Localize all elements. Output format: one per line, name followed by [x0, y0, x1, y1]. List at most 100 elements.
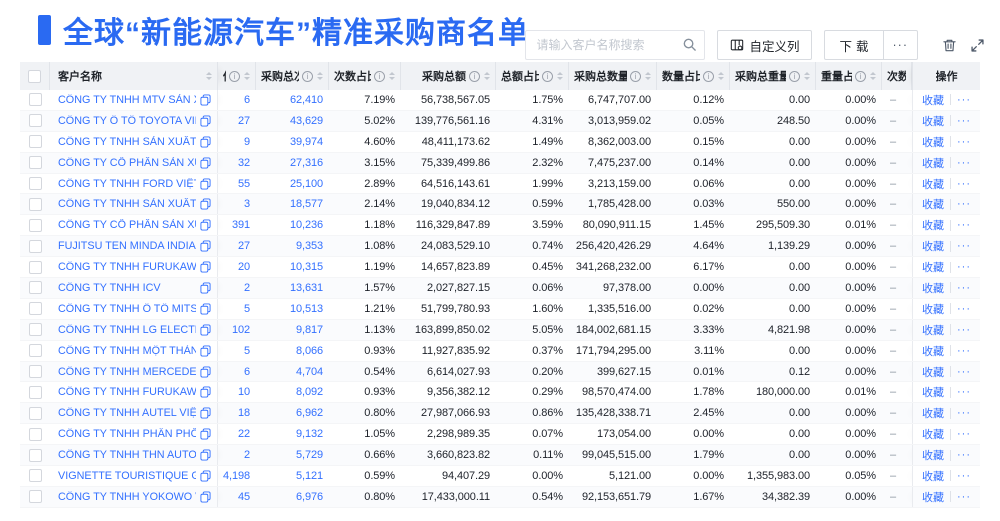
row-more-button[interactable]: ··· [957, 490, 971, 503]
purchase-times-link[interactable]: 13,631 [289, 281, 323, 294]
purchase-times-link[interactable]: 18,577 [289, 198, 323, 211]
copy-icon[interactable] [200, 386, 211, 398]
row-more-button[interactable]: ··· [957, 261, 971, 274]
copy-icon[interactable] [200, 324, 211, 336]
purchase-times-link[interactable]: 4,704 [295, 365, 323, 378]
copy-icon[interactable] [200, 115, 211, 127]
info-icon[interactable] [229, 70, 240, 82]
purchase-times-link[interactable]: 10,315 [289, 261, 323, 274]
sort-icon[interactable] [645, 72, 651, 80]
favorite-button[interactable]: 收藏 [922, 178, 944, 191]
company-name-link[interactable]: CÔNG TY TNHH FORD VIỆT NAM [58, 177, 196, 190]
supplier-count-link[interactable]: 27 [237, 114, 250, 127]
supplier-count-link[interactable]: 2 [243, 449, 250, 462]
company-name-link[interactable]: CÔNG TY TNHH LG ELECTRON... [58, 323, 196, 336]
row-checkbox[interactable] [28, 135, 42, 149]
purchase-times-link[interactable]: 39,974 [289, 135, 323, 148]
row-checkbox[interactable] [28, 406, 42, 420]
row-more-button[interactable]: ··· [957, 428, 971, 441]
col-header-customer-name[interactable]: 客户名称 [50, 62, 218, 90]
col-header-total-quantity[interactable]: 采购总数量 [569, 62, 657, 90]
info-icon[interactable] [855, 70, 866, 82]
favorite-button[interactable]: 收藏 [922, 345, 944, 358]
row-more-button[interactable]: ··· [957, 323, 971, 336]
supplier-count-link[interactable]: 32 [237, 156, 250, 169]
row-more-button[interactable]: ··· [957, 386, 971, 399]
sort-icon[interactable] [244, 72, 250, 80]
supplier-count-link[interactable]: 4,198 [222, 469, 250, 482]
row-checkbox[interactable] [28, 93, 42, 107]
company-name-link[interactable]: CÔNG TY CỔ PHẦN SẢN XUẤT... [58, 156, 196, 169]
favorite-button[interactable]: 收藏 [922, 262, 944, 275]
company-name-link[interactable]: CÔNG TY TNHH MTV SẢN XUẤ... [58, 93, 196, 106]
more-actions-button[interactable]: ··· [882, 30, 918, 60]
info-icon[interactable] [789, 70, 800, 82]
info-icon[interactable] [469, 70, 480, 82]
supplier-count-link[interactable]: 391 [231, 219, 250, 232]
sort-icon[interactable] [718, 72, 724, 80]
row-more-button[interactable]: ··· [957, 469, 971, 482]
col-header-supplier[interactable]: 供应商 [218, 62, 256, 90]
fullscreen-icon[interactable] [966, 34, 988, 56]
col-header-weight-ratio[interactable]: 重量占比 [816, 62, 882, 90]
supplier-count-link[interactable]: 9 [243, 135, 250, 148]
copy-icon[interactable] [200, 407, 211, 419]
favorite-button[interactable]: 收藏 [922, 470, 944, 483]
purchase-times-link[interactable]: 9,132 [295, 428, 323, 441]
row-more-button[interactable]: ··· [957, 344, 971, 357]
company-name-link[interactable]: CÔNG TY Ô TÔ TOYOTA VIỆT ... [58, 114, 196, 127]
copy-icon[interactable] [200, 345, 211, 357]
copy-icon[interactable] [200, 261, 211, 273]
row-more-button[interactable]: ··· [957, 93, 971, 106]
select-all-checkbox[interactable] [28, 69, 41, 83]
row-more-button[interactable]: ··· [957, 449, 971, 462]
purchase-times-link[interactable]: 5,729 [295, 449, 323, 462]
copy-icon[interactable] [200, 366, 211, 378]
company-name-link[interactable]: CÔNG TY TNHH PHÂN PHỐI T... [58, 428, 196, 441]
favorite-button[interactable]: 收藏 [922, 387, 944, 400]
info-icon[interactable] [630, 70, 641, 82]
purchase-times-link[interactable]: 6,962 [295, 407, 323, 420]
purchase-times-link[interactable]: 8,092 [295, 386, 323, 399]
favorite-button[interactable]: 收藏 [922, 450, 944, 463]
col-header-times-ratio[interactable]: 次数占比 [329, 62, 401, 90]
supplier-count-link[interactable]: 18 [237, 407, 250, 420]
company-name-link[interactable]: CÔNG TY TNHH Ô TÔ MITSUBI... [58, 302, 196, 315]
row-checkbox[interactable] [28, 385, 42, 399]
favorite-button[interactable]: 收藏 [922, 115, 944, 128]
row-checkbox[interactable] [28, 365, 42, 379]
company-name-link[interactable]: CÔNG TY TNHH MỘT THÀNH V... [58, 344, 196, 357]
copy-icon[interactable] [200, 94, 211, 106]
info-icon[interactable] [374, 70, 385, 82]
purchase-times-link[interactable]: 9,817 [295, 323, 323, 336]
row-checkbox[interactable] [28, 427, 42, 441]
purchase-times-link[interactable]: 25,100 [289, 177, 323, 190]
copy-icon[interactable] [200, 470, 211, 482]
row-checkbox[interactable] [28, 448, 42, 462]
download-button[interactable]: 下载 [824, 30, 884, 60]
favorite-button[interactable]: 收藏 [922, 366, 944, 379]
col-header-total-weight[interactable]: 采购总重量 [730, 62, 816, 90]
search-icon[interactable] [682, 37, 697, 57]
col-header-quantity-ratio[interactable]: 数量占比 [657, 62, 730, 90]
row-more-button[interactable]: ··· [957, 407, 971, 420]
row-checkbox[interactable] [28, 156, 42, 170]
row-checkbox[interactable] [28, 490, 42, 504]
row-checkbox[interactable] [28, 218, 42, 232]
supplier-count-link[interactable]: 102 [231, 323, 250, 336]
copy-icon[interactable] [200, 449, 211, 461]
company-name-link[interactable]: CÔNG TY TNHH YOKOWO VIỆT... [58, 490, 196, 503]
company-name-link[interactable]: VIGNETTE TOURISTIQUE G UNI... [58, 469, 196, 482]
purchase-times-link[interactable]: 10,513 [289, 302, 323, 315]
purchase-times-link[interactable]: 6,976 [295, 490, 323, 503]
row-more-button[interactable]: ··· [957, 240, 971, 253]
supplier-count-link[interactable]: 55 [237, 177, 250, 190]
row-checkbox[interactable] [28, 344, 42, 358]
info-icon[interactable] [302, 70, 313, 82]
copy-icon[interactable] [200, 198, 211, 210]
supplier-count-link[interactable]: 2 [243, 281, 250, 294]
row-checkbox[interactable] [28, 114, 42, 128]
supplier-count-link[interactable]: 27 [237, 240, 250, 253]
row-checkbox[interactable] [28, 239, 42, 253]
custom-columns-button[interactable]: 自定义列 [717, 30, 813, 60]
